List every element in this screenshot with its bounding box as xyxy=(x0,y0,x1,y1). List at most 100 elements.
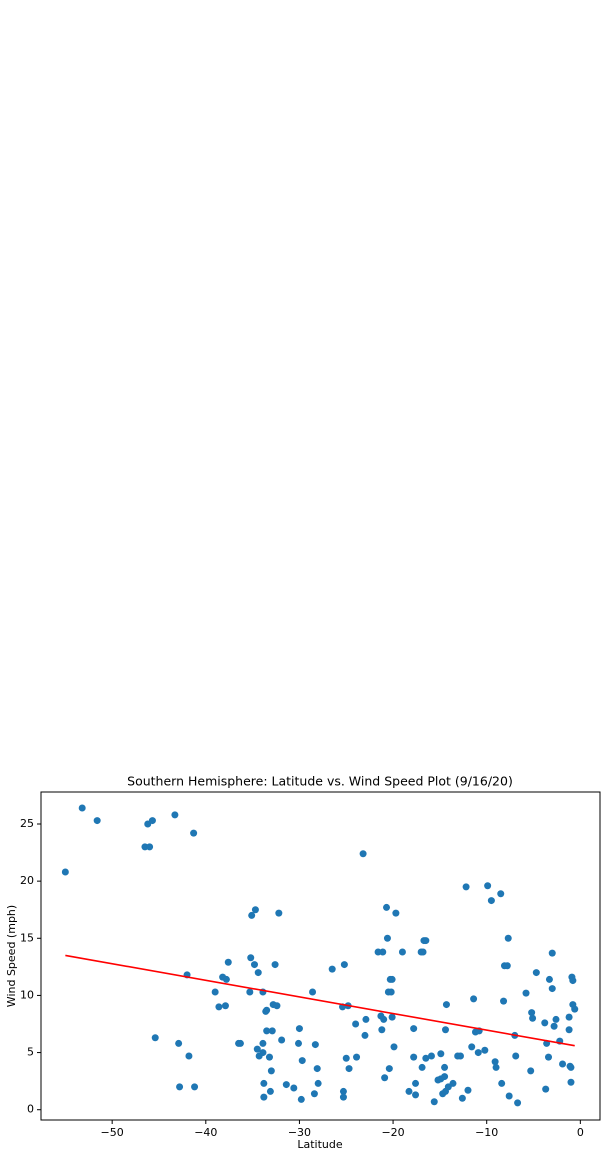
trend-line xyxy=(65,954,575,1047)
point xyxy=(441,1073,449,1081)
point xyxy=(559,1060,567,1068)
point xyxy=(398,948,406,956)
point xyxy=(505,1092,513,1100)
point xyxy=(481,1046,489,1054)
y-tick-label: 25 xyxy=(20,817,34,830)
point xyxy=(418,1063,426,1071)
point xyxy=(522,989,530,997)
point xyxy=(290,1084,298,1092)
point xyxy=(468,1043,476,1051)
point xyxy=(342,1054,350,1062)
point xyxy=(381,1074,389,1082)
point xyxy=(491,1058,499,1066)
point xyxy=(503,962,511,970)
point xyxy=(253,1045,261,1053)
point xyxy=(385,1065,393,1073)
y-axis-label: Wind Speed (mph) xyxy=(5,905,18,1007)
point xyxy=(278,1036,286,1044)
point xyxy=(442,1001,450,1009)
point xyxy=(497,890,505,898)
point xyxy=(427,1052,435,1060)
point xyxy=(387,988,395,996)
point xyxy=(567,1063,575,1071)
point xyxy=(405,1087,413,1095)
point xyxy=(260,1079,268,1087)
point xyxy=(345,1065,353,1073)
point xyxy=(504,934,512,942)
point xyxy=(464,1086,472,1094)
point xyxy=(390,1043,398,1051)
y-tick-label: 0 xyxy=(27,1103,34,1116)
point xyxy=(359,850,367,858)
point xyxy=(298,1057,306,1065)
point xyxy=(492,1063,500,1071)
point xyxy=(273,1002,281,1010)
point xyxy=(527,1067,535,1075)
point xyxy=(190,829,198,837)
point xyxy=(361,1031,369,1039)
y-tick-label: 15 xyxy=(20,931,34,944)
point xyxy=(310,1090,318,1098)
point xyxy=(378,1026,386,1034)
point xyxy=(263,1027,271,1035)
y-tick-label: 20 xyxy=(20,874,34,887)
point xyxy=(514,1099,522,1107)
x-tick-label: −10 xyxy=(475,1126,498,1139)
point xyxy=(422,937,430,945)
point xyxy=(248,911,256,919)
point xyxy=(449,1079,457,1087)
y-tick-label: 5 xyxy=(27,1046,34,1059)
point xyxy=(263,1006,271,1014)
point xyxy=(246,988,254,996)
point xyxy=(392,909,400,917)
point xyxy=(146,843,154,851)
point xyxy=(311,1041,319,1049)
point xyxy=(552,1015,560,1023)
plot-frame xyxy=(40,791,601,1121)
point xyxy=(211,988,219,996)
point xyxy=(340,961,348,969)
point xyxy=(484,882,492,890)
x-tick-label: −40 xyxy=(194,1126,217,1139)
point xyxy=(171,811,179,819)
point xyxy=(185,1052,193,1060)
point xyxy=(271,961,279,969)
point xyxy=(462,883,470,891)
point xyxy=(437,1050,445,1058)
point xyxy=(529,1014,537,1022)
point xyxy=(545,1053,553,1061)
point xyxy=(430,1098,438,1106)
point xyxy=(250,961,258,969)
point xyxy=(61,868,69,876)
point xyxy=(282,1081,290,1089)
point xyxy=(260,1093,268,1101)
point xyxy=(78,804,86,812)
point xyxy=(532,969,540,977)
point xyxy=(474,1049,482,1057)
point xyxy=(265,1053,273,1061)
point xyxy=(441,1063,449,1071)
x-tick-label: 0 xyxy=(577,1126,584,1139)
point xyxy=(268,1027,276,1035)
x-tick-label: −50 xyxy=(101,1126,124,1139)
point xyxy=(309,988,317,996)
point xyxy=(565,1026,573,1034)
point xyxy=(412,1079,420,1087)
point xyxy=(175,1039,183,1047)
point xyxy=(191,1083,199,1091)
point xyxy=(456,1052,464,1060)
point xyxy=(487,897,495,905)
point xyxy=(383,934,391,942)
y-tick-label: 10 xyxy=(20,988,34,1001)
point xyxy=(565,1013,573,1021)
point xyxy=(362,1015,370,1023)
point xyxy=(247,954,255,962)
point xyxy=(353,1053,361,1061)
point xyxy=(176,1083,184,1091)
point xyxy=(422,1054,430,1062)
point xyxy=(528,1009,536,1017)
point xyxy=(380,1015,388,1023)
point xyxy=(251,906,259,914)
point xyxy=(383,903,391,911)
